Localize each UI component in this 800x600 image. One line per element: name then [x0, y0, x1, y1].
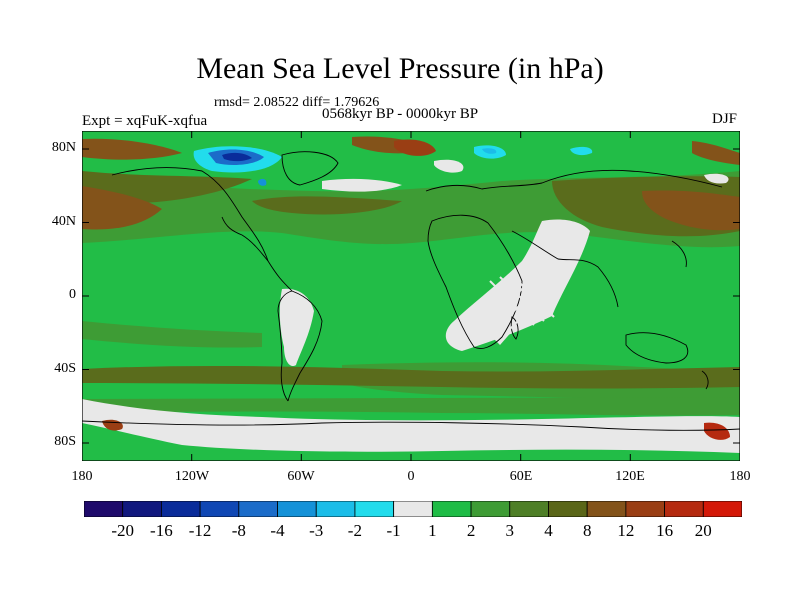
colorbar-label: -3 — [309, 521, 324, 540]
colorbar-box — [509, 501, 549, 517]
colorbar-label: -2 — [347, 521, 362, 540]
lon-label-120w: 120W — [174, 469, 210, 484]
lon-label-180e: 180 — [729, 469, 751, 484]
colorbar-label: -12 — [188, 521, 212, 540]
chart-title: Mean Sea Level Pressure (in hPa) — [196, 52, 604, 85]
lat-label-80s: 80S — [54, 434, 76, 449]
lon-label-0: 0 — [407, 469, 415, 484]
lat-label-40n: 40N — [51, 214, 76, 229]
lon-label-60e: 60E — [509, 469, 533, 484]
colorbar-box — [238, 501, 278, 517]
band-4-8 — [82, 136, 740, 231]
colorbar-box — [315, 501, 356, 517]
lat-label-0: 0 — [69, 287, 76, 302]
colorbar-label: 4 — [544, 521, 553, 540]
colorbar-label: -20 — [111, 521, 135, 540]
colorbar-label: 8 — [582, 521, 592, 540]
colorbar-label: 3 — [505, 521, 515, 540]
colorbar-box — [199, 501, 240, 517]
stats-line: rmsd= 2.08522 diff= 1.79626 — [214, 95, 380, 110]
pressure-map — [82, 131, 740, 461]
band-negative — [193, 145, 593, 186]
colorbar-label: 12 — [617, 521, 635, 540]
colorbar-box — [664, 501, 704, 517]
colorbar-label: -4 — [270, 521, 285, 540]
axis-ticks — [82, 131, 740, 461]
colorbar-box — [702, 501, 742, 517]
hatched-region — [489, 268, 555, 330]
lon-label-120e: 120E — [615, 469, 645, 484]
colorbar-box — [393, 501, 433, 517]
colorbar-box — [161, 501, 201, 517]
colorbar-box — [431, 501, 472, 517]
colorbar-label: 20 — [694, 521, 712, 540]
colorbar-label: 2 — [466, 521, 476, 540]
colorbar-label: -8 — [231, 521, 246, 540]
colorbar-box — [84, 501, 124, 517]
colorbar-box — [470, 501, 511, 517]
colorbar-box — [277, 501, 317, 517]
lat-label-80n: 80N — [51, 140, 76, 155]
experiment-label: Expt = xqFuK-xqfua — [82, 113, 208, 129]
colorbar-box — [548, 501, 588, 517]
lon-label-60w: 60W — [287, 469, 315, 484]
band-neutral — [82, 159, 740, 453]
colorbar-box — [586, 501, 627, 517]
colorbar-label: 1 — [428, 521, 437, 540]
band-high-positive — [102, 139, 730, 440]
colorbar — [84, 501, 742, 517]
colorbar-label: -16 — [150, 521, 173, 540]
colorbar-label: 16 — [656, 521, 674, 540]
colorbar-box — [354, 501, 395, 517]
season-label: DJF — [712, 111, 738, 127]
colorbar-box — [625, 501, 665, 517]
colorbar-box — [122, 501, 162, 517]
colorbar-label: -1 — [386, 521, 401, 540]
lon-label-180w: 180 — [71, 469, 93, 484]
coastlines — [82, 151, 740, 431]
lat-label-40s: 40S — [54, 361, 76, 376]
period-label: 0568kyr BP - 0000kyr BP — [322, 106, 479, 122]
